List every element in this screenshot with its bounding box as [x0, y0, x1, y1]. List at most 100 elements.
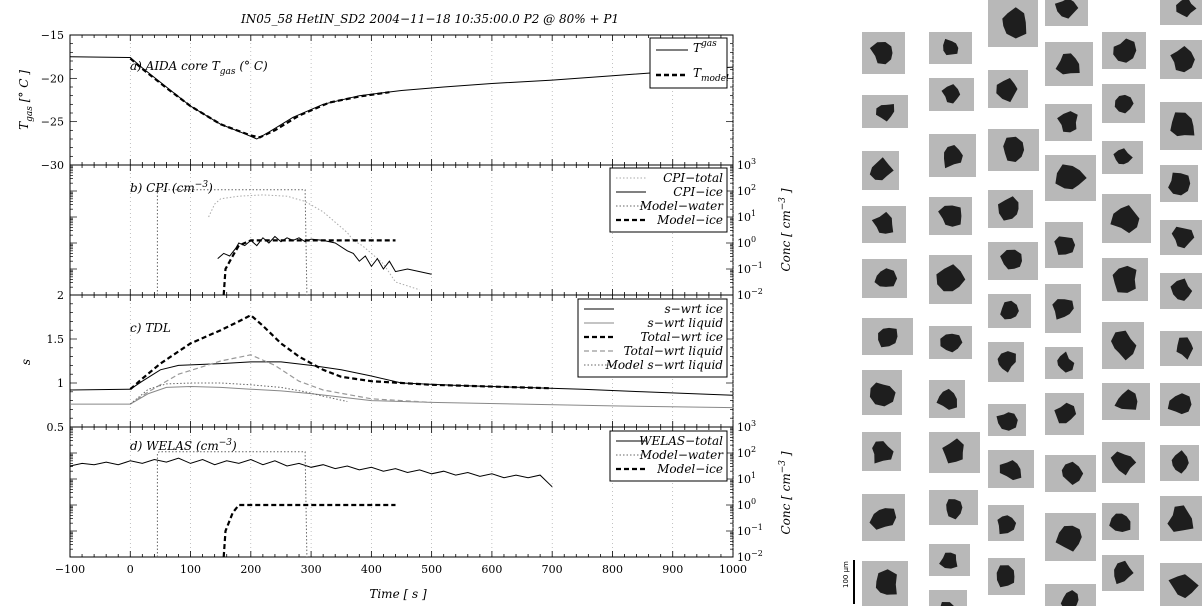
- legend-d-item-2: Model−ice: [656, 462, 723, 476]
- x-tick-label: 0: [127, 563, 134, 576]
- ice-crystal-image: [862, 561, 908, 606]
- y-tick-label: −25: [41, 116, 64, 129]
- ice-crystal-image: [988, 70, 1028, 108]
- ice-crystal-image: [1160, 563, 1202, 606]
- x-tick-label: 300: [301, 563, 322, 576]
- scale-bar-label: 100 μm: [842, 561, 850, 588]
- panel-a-label: a) AIDA core Tgas (° C): [130, 59, 268, 77]
- ice-crystal-image: [862, 370, 902, 415]
- ice-crystal-image: [1045, 42, 1093, 86]
- legend-box: [577, 298, 728, 378]
- ice-crystal-image: [862, 151, 899, 190]
- ice-crystal-image: [1102, 555, 1144, 591]
- ice-crystal-image: [862, 318, 913, 355]
- ice-crystal-image: [1045, 222, 1083, 268]
- ice-crystal-image: [1102, 442, 1145, 483]
- figure-chart: IN05_58 HetIN_SD2 2004−11−18 10:35:00.0 …: [17, 12, 793, 601]
- ice-crystal-image: [1160, 331, 1202, 366]
- y-tick-label: 1: [57, 377, 64, 390]
- ice-crystal-image: [988, 558, 1025, 595]
- legend-d-item-1: Model−water: [639, 448, 725, 462]
- legend-c-item-4: Model s−wrt liquid: [605, 358, 724, 372]
- ice-crystal-image: [1160, 273, 1202, 309]
- ice-crystal-image: [1045, 284, 1081, 333]
- ice-crystal-image: [1102, 32, 1146, 69]
- ice-crystal-image: [862, 259, 907, 298]
- legend-a-item-0: Tgas: [693, 39, 717, 55]
- panel-a-ylabel: Tgas [° C ]: [17, 70, 35, 130]
- series-line-b-3: [222, 239, 396, 296]
- ice-crystal-image: [1045, 455, 1096, 492]
- ice-crystal-image: [929, 78, 974, 111]
- panel-a-frame: [69, 34, 734, 166]
- series-line-d-2: [222, 503, 396, 558]
- series-line-a-1: [129, 57, 390, 139]
- ice-crystal-image: [1160, 165, 1198, 202]
- ice-crystal-image: [862, 32, 905, 74]
- ice-crystal-image: [862, 494, 905, 541]
- ice-crystal-image: [1045, 155, 1096, 201]
- series-line-d-0: [69, 457, 553, 488]
- x-tick-label: 400: [361, 563, 382, 576]
- panel-d-label: d) WELAS (cm−3): [130, 438, 237, 453]
- panel-b-label: b) CPI (cm−3): [130, 180, 213, 195]
- series-line-c-1: [70, 385, 734, 409]
- y-tick-label: 0.5: [47, 421, 65, 434]
- ice-crystal-image: [988, 190, 1033, 228]
- ice-crystal-image: [929, 380, 965, 418]
- ice-crystal-image: [929, 544, 970, 576]
- legend-panel-a: Tgas Tmodel: [649, 37, 729, 89]
- y-tick-label-right: 103: [737, 157, 756, 172]
- y-tick-label-right: 103: [737, 419, 756, 434]
- ice-crystal-image: [929, 197, 972, 235]
- legend-b-item-3: Model−ice: [656, 213, 723, 227]
- ice-crystal-image: [1045, 584, 1096, 606]
- ice-crystal-image: [988, 129, 1039, 171]
- series-line-c-3: [129, 354, 432, 405]
- legend-c-item-0: s−wrt ice: [664, 302, 723, 316]
- y-tick-label-right: 100: [737, 235, 756, 250]
- ice-crystal-image: [988, 0, 1038, 47]
- ice-crystal-image: [1160, 445, 1199, 481]
- series-line-d-1: [156, 451, 308, 558]
- ice-crystal-image: [929, 432, 980, 473]
- series-line-b-1: [217, 235, 432, 275]
- ice-crystal-image: [1045, 347, 1083, 379]
- y-tick-label-right: 101: [737, 471, 756, 486]
- x-tick-label: 200: [240, 563, 261, 576]
- ice-crystal-image: [862, 432, 901, 471]
- ice-crystal-image: [988, 450, 1034, 488]
- panel-b-ylabel-right: Conc [ cm−3 ]: [778, 188, 793, 271]
- ice-crystal-image: [862, 206, 906, 243]
- ice-crystal-image: [1045, 104, 1092, 141]
- x-tick-label: 100: [180, 563, 201, 576]
- legend-box: [609, 430, 728, 482]
- ice-crystal-image: [1102, 84, 1145, 123]
- ice-crystal-image: [929, 326, 972, 359]
- ice-crystal-image: [929, 32, 972, 64]
- ice-crystal-image: [1160, 0, 1202, 25]
- x-tick-label: 900: [662, 563, 683, 576]
- legend-a-item-1: Tmodel: [693, 66, 729, 84]
- x-tick-label: 700: [542, 563, 563, 576]
- legend-box: [609, 167, 728, 233]
- y-tick-label-right: 10−2: [737, 287, 763, 302]
- y-tick-label-right: 10−2: [737, 549, 763, 564]
- y-tick-label: −20: [41, 72, 64, 85]
- ice-crystal-image: [1160, 102, 1202, 150]
- figure-title: IN05_58 HetIN_SD2 2004−11−18 10:35:00.0 …: [240, 12, 619, 26]
- ice-crystal-image: [929, 590, 967, 606]
- x-tick-label: 800: [602, 563, 623, 576]
- y-tick-label-right: 102: [737, 183, 756, 198]
- ice-crystal-image: [988, 294, 1031, 328]
- series-line-c-2: [129, 313, 553, 391]
- y-tick-label-right: 10−1: [737, 523, 763, 538]
- y-tick-label-right: 100: [737, 497, 756, 512]
- x-tick-label: 500: [421, 563, 442, 576]
- ice-crystal-image: [929, 134, 976, 177]
- legend-b-item-2: Model−water: [639, 199, 725, 213]
- legend-c-item-3: Total−wrt liquid: [624, 344, 724, 358]
- panel-d-ylabel-right: Conc [ cm−3 ]: [778, 451, 793, 534]
- ice-crystal-image: [1102, 141, 1143, 174]
- series-line-b-2: [156, 189, 308, 296]
